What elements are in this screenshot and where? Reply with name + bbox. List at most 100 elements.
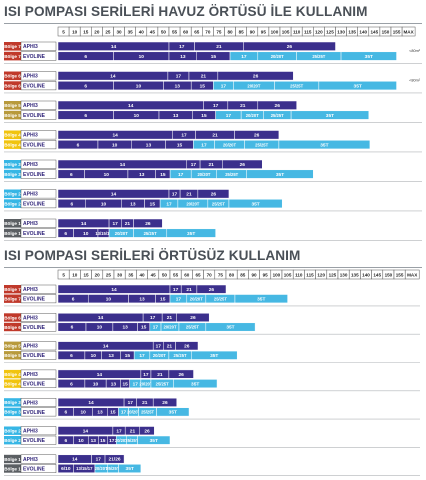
bar-label: 35T bbox=[187, 231, 195, 237]
bar-segment bbox=[173, 379, 218, 389]
product-box bbox=[20, 397, 57, 407]
region-badge bbox=[4, 110, 21, 120]
scale-cell bbox=[404, 269, 420, 280]
bar-label: 14 bbox=[97, 372, 103, 378]
region-label: Bölge 4 bbox=[4, 381, 21, 386]
bar-label: 15 bbox=[160, 296, 166, 302]
region-label: Bölge 6 bbox=[4, 325, 21, 330]
bar-label: 20/20T bbox=[127, 410, 140, 415]
region-badge bbox=[4, 130, 21, 140]
bar-segment bbox=[246, 169, 314, 179]
bar-label: 13 bbox=[180, 54, 186, 60]
region-badge bbox=[4, 285, 21, 294]
bar-label: 15 bbox=[211, 54, 217, 60]
region-label: Bölge 3 bbox=[4, 400, 21, 405]
product-label: EVOLINE bbox=[23, 202, 46, 208]
bar-label: 14 bbox=[120, 162, 126, 168]
bar-label: 10 bbox=[78, 438, 84, 444]
bar-label: 26 bbox=[145, 221, 151, 227]
scale-tick-label: 20 bbox=[94, 30, 100, 35]
bar-label: 25/25T bbox=[255, 142, 268, 147]
bar-label: 15 bbox=[100, 438, 106, 444]
bar-label: 20/20T bbox=[115, 438, 128, 443]
bar-segment bbox=[318, 81, 397, 91]
scale-tick-label: 155 bbox=[393, 30, 401, 35]
bar-label: 20/20T bbox=[246, 113, 259, 118]
bar-label: 10 bbox=[104, 172, 110, 178]
bar-segment bbox=[217, 71, 294, 81]
bar-segment bbox=[278, 140, 371, 150]
scale-tick-label: MAX bbox=[403, 30, 414, 35]
product-box bbox=[20, 218, 57, 228]
product-label: APHI3 bbox=[23, 287, 38, 293]
product-label: APHI3 bbox=[23, 372, 38, 378]
region-badge bbox=[4, 426, 21, 435]
region-label: Bölge 4 bbox=[4, 133, 21, 138]
scale-tick-label: 55 bbox=[173, 273, 179, 278]
region-label: Bölge 4 bbox=[4, 142, 21, 147]
product-label: APHI3 bbox=[23, 315, 38, 321]
scale-tick-label: 35 bbox=[128, 30, 134, 35]
region-label: Bölge 5 bbox=[4, 103, 21, 108]
scale-tick-label: 145 bbox=[373, 273, 381, 278]
product-label: EVOLINE bbox=[23, 84, 46, 90]
product-box bbox=[20, 199, 57, 209]
region-label: Bölge 5 bbox=[4, 113, 21, 118]
bar-label: 20/20T bbox=[115, 231, 128, 236]
scale-tick-label: 155 bbox=[396, 273, 404, 278]
product-label: APHI3 bbox=[23, 133, 38, 139]
region-badge bbox=[4, 81, 21, 90]
scale-tick-label: MAX bbox=[407, 273, 418, 278]
scale-tick-label: 35 bbox=[128, 273, 134, 278]
scale-tick-label: 40 bbox=[139, 30, 145, 35]
scale-tick-label: 150 bbox=[382, 30, 390, 35]
bar-label: 35T bbox=[169, 410, 177, 416]
scale-tick-label: 50 bbox=[161, 30, 167, 35]
bar-label: 25/25T bbox=[212, 201, 225, 206]
bar-label: 17 bbox=[173, 287, 179, 293]
scale-tick-label: 15 bbox=[83, 273, 89, 278]
product-box bbox=[20, 341, 57, 351]
region-label: Bölge 4 bbox=[4, 372, 21, 377]
scale-tick-label: 30 bbox=[116, 30, 122, 35]
bar-label: 15 bbox=[123, 381, 129, 387]
bar-label: 35T bbox=[126, 466, 134, 472]
scale-tick-label: 105 bbox=[282, 30, 290, 35]
bar-label: 21 bbox=[167, 344, 173, 350]
product-box bbox=[20, 228, 57, 238]
bar-label: 13 bbox=[130, 201, 136, 207]
bar-label: 14 bbox=[81, 221, 87, 227]
bar-label: 15 bbox=[141, 325, 147, 331]
bar-label: 10 bbox=[97, 325, 103, 331]
region-label: Bölge 1 bbox=[4, 457, 21, 462]
bar-label: 35T bbox=[365, 54, 373, 60]
region-badge bbox=[4, 294, 21, 303]
bar-segment bbox=[175, 341, 199, 351]
bar-label: 26 bbox=[240, 162, 246, 168]
bar-segment bbox=[137, 435, 171, 445]
region-badge bbox=[4, 454, 21, 464]
scale-tick-label: 65 bbox=[195, 273, 201, 278]
bar-label: 21 bbox=[240, 103, 246, 109]
region-label: Bölge 1 bbox=[4, 221, 21, 226]
bar-label: 10 bbox=[112, 142, 118, 148]
bar-label: 20/20T bbox=[186, 201, 199, 206]
bar-label: 13 bbox=[139, 172, 145, 178]
scale-tick-label: 90 bbox=[250, 30, 256, 35]
scale-tick-label: 145 bbox=[371, 30, 379, 35]
product-label: APHI3 bbox=[23, 44, 38, 50]
bar-label: 21 bbox=[157, 372, 163, 378]
product-box bbox=[20, 41, 57, 51]
bar-label: 26 bbox=[253, 74, 259, 80]
bar-label: 25/25T bbox=[186, 325, 199, 330]
scale-tick-label: 25 bbox=[106, 273, 112, 278]
bar-label: 13 bbox=[175, 83, 181, 89]
bar-segment bbox=[243, 41, 336, 51]
scale-tick-label: 100 bbox=[271, 30, 279, 35]
product-box bbox=[20, 407, 57, 417]
region-label: Bölge 3 bbox=[4, 162, 21, 167]
product-label: EVOLINE bbox=[23, 54, 46, 60]
bar-label: 25/25T bbox=[290, 83, 303, 88]
title-underline bbox=[4, 23, 422, 24]
bar-label: 6 bbox=[65, 410, 68, 416]
